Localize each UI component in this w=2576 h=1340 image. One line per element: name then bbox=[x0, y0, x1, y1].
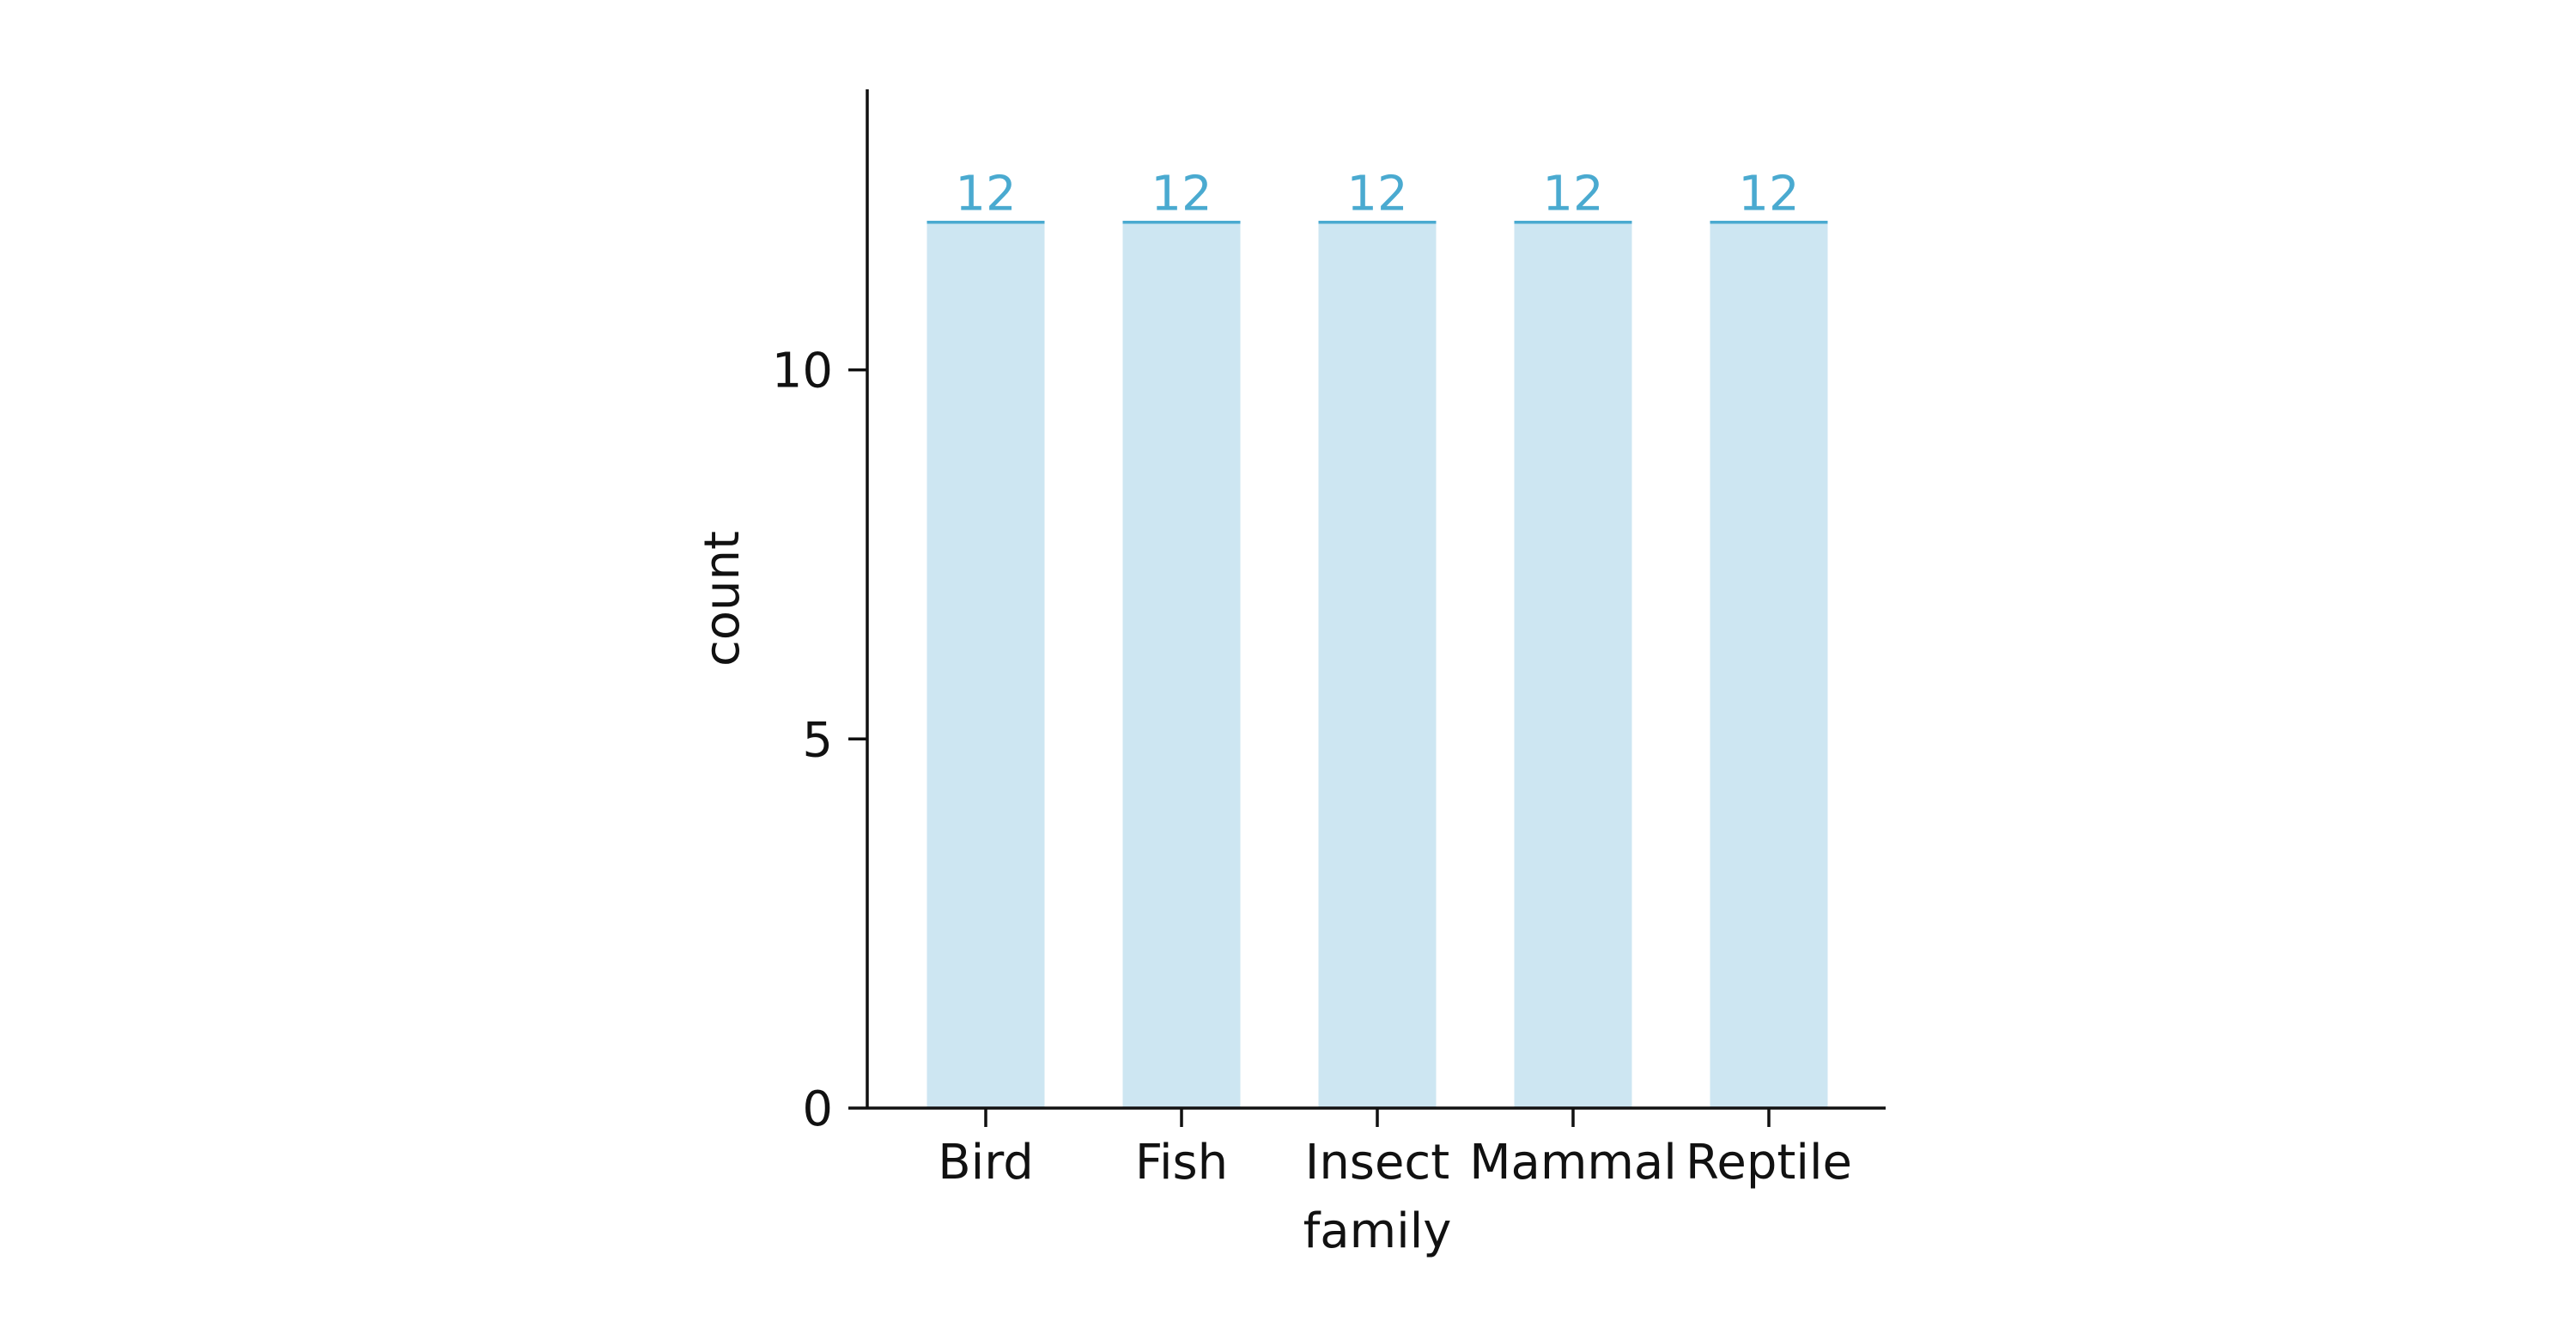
bar-insect bbox=[1318, 222, 1437, 1108]
bar-bird bbox=[927, 222, 1045, 1108]
y-tick-label-0: 0 bbox=[802, 1081, 833, 1137]
data-label-reptile: 12 bbox=[1738, 167, 1799, 222]
y-tick-label-5: 5 bbox=[802, 712, 833, 768]
x-tick-label-bird: Bird bbox=[938, 1135, 1034, 1191]
data-labels: 12 12 12 12 12 bbox=[955, 167, 1799, 222]
x-tick-label-reptile: Reptile bbox=[1686, 1135, 1852, 1191]
x-tick-label-fish: Fish bbox=[1135, 1135, 1228, 1191]
data-label-mammal: 12 bbox=[1542, 167, 1603, 222]
x-tick-label-insect: Insect bbox=[1305, 1135, 1449, 1191]
y-axis-title: count bbox=[695, 531, 750, 667]
data-label-fish: 12 bbox=[1151, 167, 1212, 222]
bar-fish bbox=[1122, 222, 1241, 1108]
x-axis-title: family bbox=[1303, 1203, 1452, 1259]
bar-mammal bbox=[1514, 222, 1632, 1108]
data-label-bird: 12 bbox=[955, 167, 1016, 222]
bar-reptile bbox=[1710, 222, 1828, 1108]
data-label-insect: 12 bbox=[1346, 167, 1407, 222]
y-tick-label-10: 10 bbox=[772, 344, 833, 399]
x-ticks: Bird Fish Insect Mammal Reptile bbox=[938, 1108, 1852, 1191]
y-ticks: 0 5 10 bbox=[772, 344, 867, 1137]
x-tick-label-mammal: Mammal bbox=[1469, 1135, 1677, 1191]
bars-layer bbox=[927, 220, 1828, 1108]
